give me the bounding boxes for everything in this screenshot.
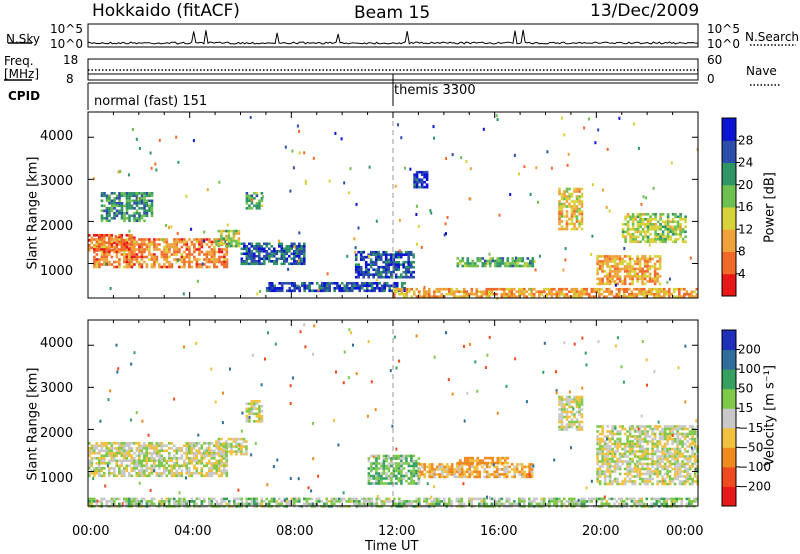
scatter-region-6 [558, 395, 584, 431]
panel-0-speckles [92, 114, 699, 300]
nsearch-tick-bottom: 10^0 [707, 37, 740, 51]
freq-unit: [MHz] [4, 67, 40, 81]
velocity-colorbar-label: Velocity [m s⁻¹] [762, 365, 778, 466]
power-colorbar-swatch-4 [722, 184, 736, 208]
nsky-trace [87, 29, 699, 45]
scatter-region-5 [456, 456, 510, 465]
freq-label: Freq. [4, 54, 34, 68]
velocity-colorbar-swatch-1 [722, 466, 736, 487]
scatter-region-5 [265, 282, 406, 293]
scatter-region-6 [354, 250, 415, 279]
xtick-0400: 04:00 [174, 524, 212, 539]
xtick-0000: 00:00 [72, 524, 110, 539]
power-ytick-3000: 3000 [40, 174, 74, 189]
scatter-region-2 [88, 497, 699, 508]
scatter-region-1 [93, 238, 229, 269]
scatter-region-2 [215, 229, 241, 248]
power-colorbar-tick-label: 8 [738, 245, 746, 259]
velocity-colorbar-swatch-7 [722, 349, 736, 370]
scatter-region-8 [456, 257, 535, 268]
velocity-ytick-4000: 4000 [40, 336, 74, 351]
scatter-region-7 [596, 425, 699, 486]
power-ytick-1000: 1000 [40, 264, 74, 279]
freq-tick-bottom: 8 [66, 72, 74, 86]
power-ytick-2000: 2000 [40, 219, 74, 234]
velocity-colorbar-tick-label: 15 [738, 401, 753, 415]
scatter-region-4 [418, 463, 534, 479]
nsearch-label: N.Search [745, 30, 800, 44]
scatter-region-1 [215, 437, 248, 456]
date-label: 13/Dec/2009 [590, 1, 700, 21]
power-colorbar-swatch-2 [722, 229, 736, 252]
nsky-tick-top: 10^5 [50, 22, 83, 36]
nave-tick-top: 60 [707, 53, 723, 67]
xtick-1200: 12:00 [378, 524, 416, 539]
scatter-region-13 [413, 170, 429, 189]
velocity-colorbar-tick-label: 200 [738, 343, 761, 357]
power-colorbar-tick-label: 20 [738, 178, 753, 192]
power-colorbar-swatch-5 [722, 162, 736, 186]
xtick-1600: 16:00 [480, 524, 518, 539]
power-colorbar-swatch-7 [722, 118, 736, 141]
xtick-2400: 00:00 [666, 524, 704, 539]
scatter-region-11 [621, 213, 687, 244]
nsky-tick-bottom: 10^0 [50, 37, 83, 51]
velocity-ytick-2000: 2000 [40, 426, 74, 441]
scatter-region-0 [88, 442, 229, 478]
scatter-region-3 [367, 454, 421, 485]
velocity-ytick-3000: 3000 [40, 381, 74, 396]
power-colorbar-swatch-1 [722, 251, 736, 275]
scatter-region-8 [245, 400, 264, 423]
cpid-mode-2: themis 3300 [394, 83, 476, 98]
scatter-region-4 [240, 242, 306, 266]
velocity-ytick-1000: 1000 [40, 471, 74, 486]
velocity-colorbar-swatch-3 [722, 427, 736, 448]
freq-tick-top: 18 [63, 53, 79, 67]
scatter-region-9 [558, 187, 584, 231]
power-colorbar-tick-label: 12 [738, 222, 753, 236]
power-colorbar-swatch-0 [722, 273, 736, 297]
xtick-0800: 08:00 [276, 524, 314, 539]
power-panel-ylabel: Slant Range [km] [25, 156, 41, 270]
velocity-colorbar-tick-label: 100 [738, 362, 761, 376]
panel-1-speckles [92, 323, 698, 506]
power-colorbar-swatch-3 [722, 207, 736, 230]
nave-tick-bottom: 0 [707, 72, 715, 86]
cpid-mode-1: normal (fast) 151 [94, 94, 208, 109]
velocity-colorbar-swatch-0 [722, 486, 736, 507]
scatter-region-7 [393, 287, 699, 298]
power-colorbar-tick-label: 28 [738, 133, 753, 147]
velocity-colorbar-swatch-6 [722, 369, 736, 390]
nsearch-tick-top: 10^5 [707, 22, 740, 36]
velocity-colorbar-frame [721, 329, 737, 507]
power-colorbar-tick-label: 24 [738, 156, 753, 170]
xtick-2000: 20:00 [582, 524, 620, 539]
velocity-colorbar-tick-label: −200 [738, 479, 771, 493]
scatter-region-3 [245, 192, 264, 210]
velocity-panel-ylabel: Slant Range [km] [25, 367, 41, 481]
power-colorbar-tick-label: 4 [738, 267, 746, 281]
velocity-colorbar-tick-label: −15 [738, 421, 763, 435]
velocity-colorbar-tick-label: 50 [738, 382, 753, 396]
nsky-panel-frame [87, 23, 699, 48]
x-axis-label: Time UT [365, 539, 419, 554]
velocity-colorbar-swatch-2 [722, 447, 736, 468]
velocity-colorbar-tick-label: −50 [738, 440, 763, 454]
station-title: Hokkaido (fitACF) [92, 1, 240, 21]
power-ytick-4000: 4000 [40, 129, 74, 144]
scatter-region-12 [100, 192, 154, 223]
power-colorbar-swatch-6 [722, 140, 736, 163]
beam-label: Beam 15 [354, 3, 431, 23]
power-colorbar-tick-label: 16 [738, 200, 753, 214]
power-colorbar-label: Power [dB] [762, 172, 778, 243]
cpid-label: CPID [8, 89, 41, 103]
velocity-colorbar-swatch-8 [722, 330, 736, 351]
velocity-colorbar-swatch-5 [722, 388, 736, 409]
nsky-label: N.Sky [6, 32, 41, 46]
velocity-colorbar-tick-label: −100 [738, 460, 771, 474]
nave-label: Nave [746, 64, 777, 78]
velocity-colorbar-swatch-4 [722, 408, 736, 429]
